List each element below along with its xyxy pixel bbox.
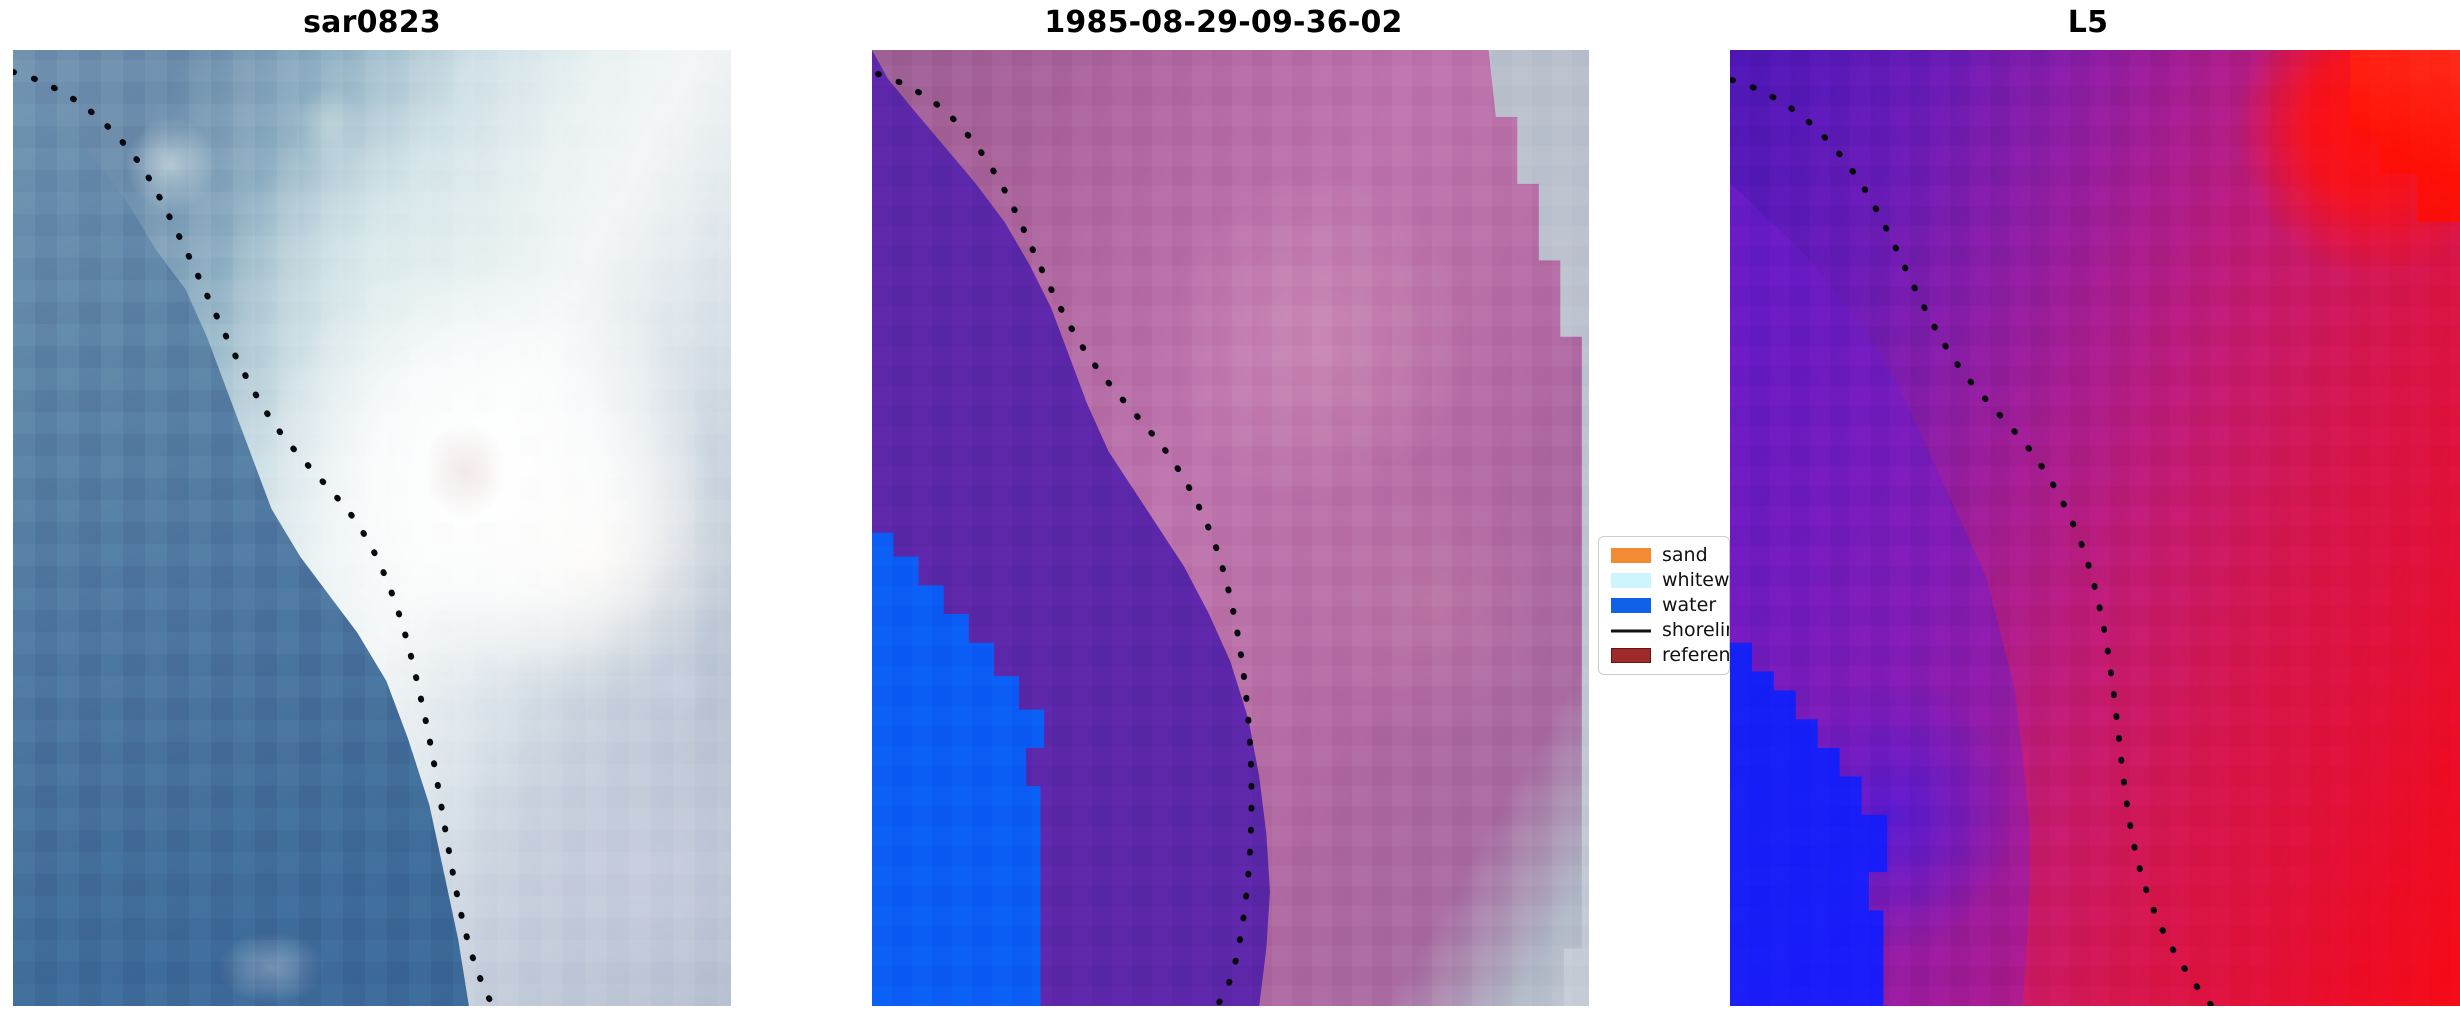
legend-item-whitewater[interactable]: whitewater: [1611, 571, 1729, 590]
legend-item-reference[interactable]: reference: [1611, 646, 1729, 665]
panel-L5[interactable]: L5: [1716, 0, 2460, 1006]
water-swatch-icon: [1611, 598, 1651, 613]
legend-label-shoreline: shoreline: [1662, 619, 1729, 641]
sar-pixel-texture: [13, 50, 731, 1006]
legend-box[interactable]: sand whitewater water shoreline referenc…: [1598, 536, 1730, 675]
reference-swatch-icon: [1611, 648, 1651, 663]
shoreline-line-icon: [1611, 623, 1651, 638]
panel-title-1985-08-29-09-36-02: 1985-08-29-09-36-02: [1044, 4, 1403, 40]
legend-label-reference: reference: [1662, 644, 1730, 666]
sand-swatch-icon: [1611, 548, 1651, 563]
panel-image-1985-08-29-09-36-02[interactable]: [872, 50, 1589, 1006]
legend-label-whitewater: whitewater: [1662, 569, 1730, 591]
panel-image-L5[interactable]: [1730, 50, 2460, 1006]
panel-title-L5: L5: [2067, 4, 2109, 40]
classified-pixel-texture: [872, 50, 1589, 1006]
l5-pixel-texture: [1730, 50, 2460, 1006]
panel-image-sar0823[interactable]: [13, 50, 731, 1006]
legend-item-shoreline[interactable]: shoreline: [1611, 621, 1729, 640]
legend-item-water[interactable]: water: [1611, 596, 1719, 615]
panel-title-sar0823: sar0823: [303, 4, 441, 40]
legend-label-sand: sand: [1662, 544, 1708, 566]
legend-label-water: water: [1662, 594, 1717, 616]
whitewater-swatch-icon: [1611, 573, 1651, 588]
panel-sar0823[interactable]: sar0823: [13, 0, 731, 1006]
legend-item-sand[interactable]: sand: [1611, 546, 1719, 565]
panel-1985-08-29-09-36-02[interactable]: 1985-08-29-09-36-02: [858, 0, 1589, 1006]
